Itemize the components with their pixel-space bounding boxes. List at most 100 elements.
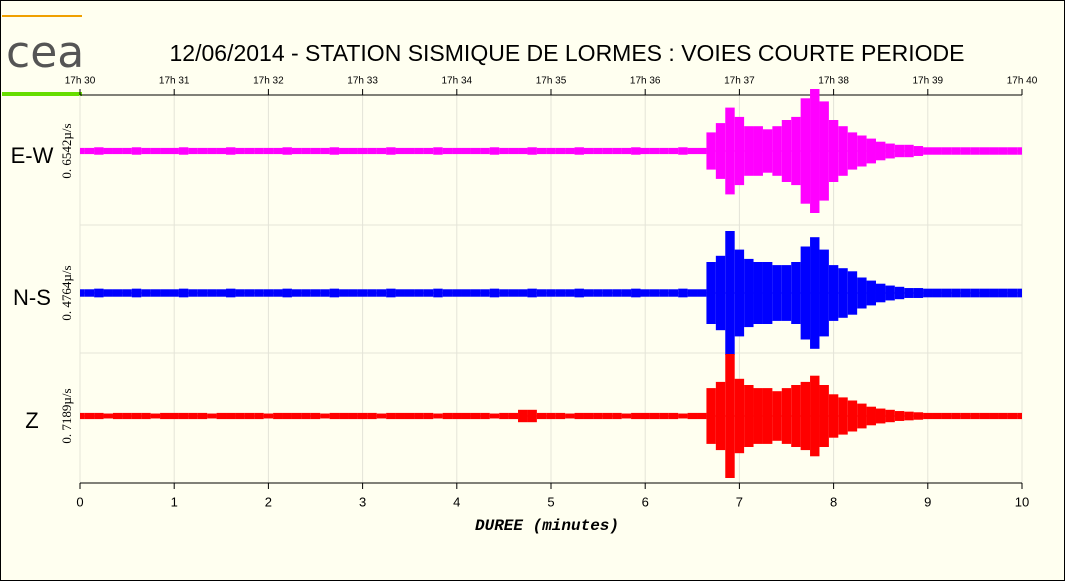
- trace-amplitude: [207, 147, 217, 155]
- trace-amplitude: [857, 135, 867, 167]
- trace-amplitude: [150, 413, 161, 419]
- x-tick-label: 5: [547, 494, 554, 509]
- trace-amplitude: [951, 412, 961, 420]
- trace-amplitude: [941, 147, 952, 155]
- trace-amplitude: [433, 413, 443, 419]
- trace-amplitude: [282, 288, 292, 298]
- trace-amplitude: [715, 255, 726, 331]
- trace-amplitude: [291, 147, 302, 155]
- trace-amplitude: [160, 289, 170, 297]
- trace-amplitude: [235, 289, 245, 297]
- trace-amplitude: [470, 412, 481, 420]
- trace-amplitude: [546, 289, 556, 297]
- trace-amplitude: [386, 288, 396, 298]
- trace-amplitude: [772, 391, 782, 441]
- trace-amplitude: [998, 412, 1008, 420]
- trace-amplitude: [923, 147, 933, 155]
- trace-amplitude: [998, 147, 1008, 155]
- trace-amplitude: [894, 144, 905, 158]
- trace-amplitude: [122, 147, 132, 155]
- trace-amplitude: [659, 412, 669, 420]
- trace-amplitude: [518, 409, 528, 423]
- trace-amplitude: [414, 412, 424, 420]
- trace-amplitude: [744, 126, 754, 176]
- trace-amplitude: [762, 388, 773, 444]
- trace-amplitude: [197, 412, 208, 420]
- trace-amplitude: [122, 412, 132, 420]
- trace-amplitude: [800, 98, 811, 204]
- trace-amplitude: [508, 412, 519, 420]
- trace-amplitude: [84, 412, 95, 420]
- trace-amplitude: [282, 147, 292, 155]
- trace-amplitude: [301, 147, 311, 155]
- trace-amplitude: [875, 283, 886, 303]
- x-tick-label: 8: [830, 494, 837, 509]
- trace-amplitude: [423, 412, 434, 420]
- trace-amplitude: [310, 147, 321, 155]
- x-axis-label: DUREE (minutes): [475, 517, 619, 535]
- trace-amplitude: [367, 147, 377, 155]
- trace-amplitude: [819, 249, 829, 337]
- trace-amplitude: [216, 289, 227, 297]
- trace-amplitude: [461, 412, 471, 420]
- trace-amplitude: [678, 147, 688, 155]
- trace-amplitude: [244, 147, 255, 155]
- trace-amplitude: [1007, 288, 1018, 298]
- trace-amplitude: [800, 381, 811, 451]
- trace-amplitude: [989, 412, 999, 420]
- trace-amplitude: [885, 409, 895, 423]
- trace-amplitude: [226, 288, 236, 298]
- trace-amplitude: [866, 406, 876, 426]
- trace-amplitude: [725, 107, 735, 195]
- trace-amplitude: [423, 289, 434, 297]
- trace-amplitude: [150, 147, 161, 155]
- trace-amplitude: [207, 289, 217, 297]
- trace-amplitude: [565, 413, 575, 419]
- trace-amplitude: [941, 288, 952, 298]
- trace-amplitude: [414, 147, 424, 155]
- trace-amplitude: [866, 280, 876, 306]
- trace-amplitude: [979, 147, 990, 155]
- trace-amplitude: [141, 289, 151, 297]
- trace-amplitude: [555, 412, 566, 420]
- trace-amplitude: [960, 412, 971, 420]
- trace-amplitude: [847, 400, 858, 432]
- trace-amplitude: [744, 385, 754, 447]
- trace-amplitude: [753, 262, 763, 324]
- trace-amplitude: [932, 147, 942, 155]
- trace-amplitude: [762, 262, 773, 324]
- trace-amplitude: [904, 411, 914, 421]
- trace-amplitude: [989, 147, 999, 155]
- trace-amplitude: [414, 289, 424, 297]
- trace-amplitude: [602, 412, 613, 420]
- trace-amplitude: [847, 132, 858, 170]
- trace-amplitude: [875, 141, 886, 161]
- x2-tick-label: 17h 31: [159, 76, 190, 87]
- trace-amplitude: [678, 413, 688, 419]
- trace-amplitude: [838, 268, 848, 318]
- x2-tick-label: 17h 40: [1007, 76, 1038, 87]
- trace-amplitude: [960, 288, 971, 298]
- x-tick-label: 1: [171, 494, 178, 509]
- trace-amplitude: [461, 147, 471, 155]
- trace-amplitude: [301, 412, 311, 420]
- trace-amplitude: [339, 147, 349, 155]
- trace-amplitude: [367, 412, 377, 420]
- trace-amplitude: [226, 147, 236, 155]
- trace-amplitude: [470, 289, 481, 297]
- trace-amplitude: [583, 412, 594, 420]
- x2-tick-label: 17h 36: [630, 76, 661, 87]
- trace-amplitude: [913, 288, 924, 298]
- trace-amplitude: [885, 143, 895, 159]
- trace-amplitude: [800, 246, 811, 340]
- trace-amplitude: [254, 412, 264, 420]
- trace-amplitude: [913, 146, 924, 156]
- trace-amplitude: [348, 147, 358, 155]
- trace-amplitude: [197, 147, 208, 155]
- x-tick-label: 10: [1015, 494, 1029, 509]
- trace-amplitude: [404, 147, 415, 155]
- trace-amplitude: [357, 147, 368, 155]
- trace-amplitude: [103, 413, 113, 419]
- trace-amplitude: [706, 132, 716, 170]
- trace-amplitude: [612, 412, 622, 420]
